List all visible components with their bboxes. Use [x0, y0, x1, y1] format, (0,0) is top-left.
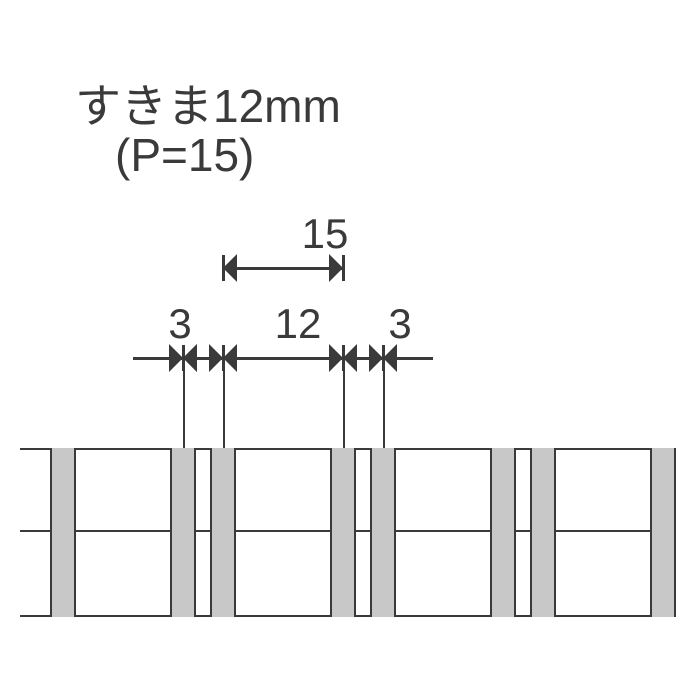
- guide-line: [223, 371, 225, 448]
- dim-bar_right: 3: [370, 300, 430, 348]
- arrow-icon: [329, 344, 343, 372]
- grating-bar: [330, 448, 356, 617]
- grating-bar: [210, 448, 236, 617]
- grating-bar: [530, 448, 556, 617]
- dim-line: [223, 357, 343, 360]
- arrow-icon: [223, 254, 237, 282]
- dim-bar_left: 3: [150, 300, 210, 348]
- title-line-1: すきま12mm: [75, 70, 341, 136]
- grating-bar: [650, 448, 676, 617]
- arrow-icon: [223, 344, 237, 372]
- arrow-icon: [209, 344, 223, 372]
- arrow-icon: [169, 344, 183, 372]
- dim-pitch: 15: [265, 210, 385, 258]
- grating-bar: [490, 448, 516, 617]
- dim-line: [223, 267, 343, 270]
- title-line-2: (P=15): [115, 128, 254, 182]
- arrow-icon: [383, 344, 397, 372]
- grating-bar: [50, 448, 76, 617]
- guide-line: [383, 371, 385, 448]
- arrow-icon: [343, 344, 357, 372]
- arrow-icon: [329, 254, 343, 282]
- arrow-icon: [369, 344, 383, 372]
- dim-gap: 12: [258, 300, 338, 348]
- arrow-icon: [183, 344, 197, 372]
- grating-bar: [370, 448, 396, 617]
- guide-line: [183, 371, 185, 448]
- guide-line: [343, 371, 345, 448]
- grating-bar: [170, 448, 196, 617]
